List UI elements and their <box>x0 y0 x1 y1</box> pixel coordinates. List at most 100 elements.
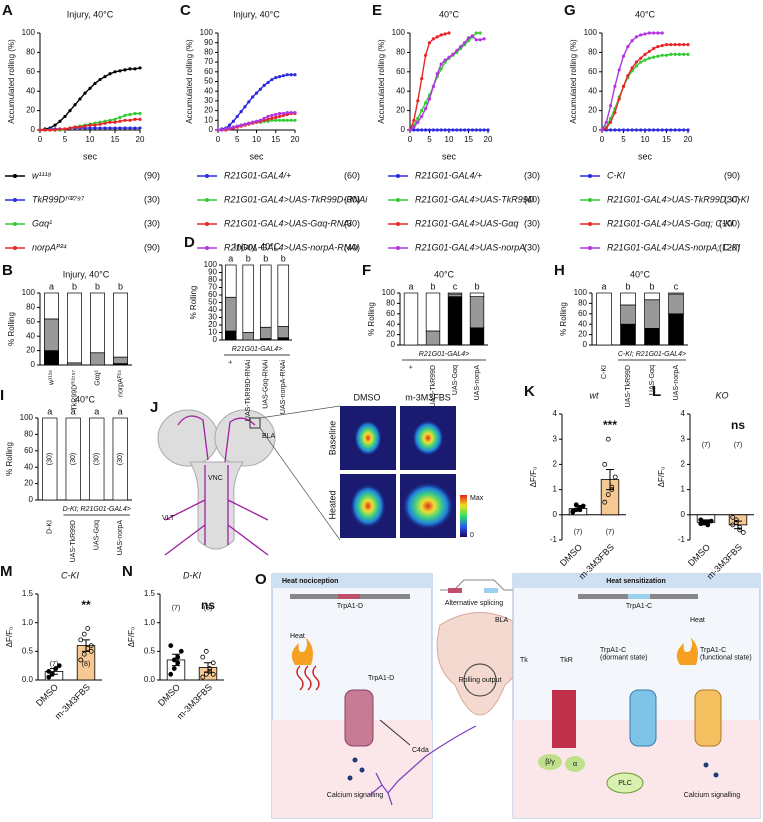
data-point <box>609 487 615 493</box>
data-point <box>643 52 647 56</box>
data-point <box>118 126 122 130</box>
legend-count: (90) <box>144 242 160 252</box>
y-tick-label: 70 <box>204 57 213 66</box>
panel-letter: I <box>0 387 4 404</box>
bar-segment <box>644 299 660 329</box>
chart-title: wt <box>590 390 599 400</box>
letter-label: b <box>263 253 268 263</box>
brain-lobe <box>157 409 219 467</box>
legend-label: R21G01-GAL4>UAS-Gαq-RNAi <box>224 218 352 228</box>
data-point <box>643 32 647 36</box>
data-point <box>266 117 270 121</box>
data-point <box>647 56 651 60</box>
data-point <box>278 75 282 79</box>
y-tick-label: 60 <box>578 309 587 318</box>
data-point <box>730 522 736 528</box>
y-tick-label: 1.0 <box>22 618 34 627</box>
data-point <box>210 671 216 677</box>
data-point <box>626 74 630 78</box>
data-point <box>247 121 251 125</box>
y-tick-label: 90 <box>208 268 217 277</box>
panel-j: J BLA VNC VLT DMSO m-3M3FBS Baseline Hea… <box>150 392 484 556</box>
brain-label: VLT <box>162 515 175 522</box>
receptor <box>552 690 576 748</box>
legend-marker <box>588 246 592 250</box>
chart-title: Injury, 40°C <box>63 269 110 279</box>
x-tick-label: 15 <box>662 135 671 144</box>
bar-segment <box>668 292 684 295</box>
x-tick-label: 10 <box>252 135 261 144</box>
panel-letter: A <box>2 2 13 19</box>
data-point <box>673 52 677 56</box>
tk-label: Tk <box>520 657 528 664</box>
data-point <box>251 120 255 124</box>
data-point <box>604 120 608 124</box>
data-point <box>133 117 137 121</box>
data-point <box>278 118 282 122</box>
plc <box>606 772 644 794</box>
data-point <box>652 46 656 51</box>
data-point <box>647 31 651 35</box>
data-point <box>274 112 278 117</box>
x-tick-label: norpAᴾ²⁴ <box>117 370 124 397</box>
data-point <box>634 60 639 64</box>
data-point <box>88 123 92 127</box>
y-tick-label: 1.0 <box>144 618 156 627</box>
ion <box>347 775 353 781</box>
data-point <box>412 128 416 132</box>
data-point <box>56 663 62 669</box>
bar-segment <box>259 264 272 328</box>
letter-label: b <box>95 281 100 291</box>
data-point <box>98 126 102 130</box>
data-point <box>466 128 471 132</box>
x-tick-label: 20 <box>684 135 693 144</box>
legend-label: norpAᴾ²⁴ <box>32 242 67 252</box>
data-point <box>78 125 82 129</box>
data-point <box>133 111 137 116</box>
data-point <box>289 110 293 115</box>
y-tick-label: 40 <box>396 86 405 95</box>
data-point <box>682 52 686 56</box>
data-point <box>289 73 293 77</box>
ion <box>703 762 709 768</box>
arrow <box>379 719 411 746</box>
n-label: (30) <box>94 453 101 465</box>
data-point <box>138 117 142 121</box>
n-label: (7) <box>734 442 743 449</box>
data-point <box>486 128 490 132</box>
y-tick-label: 0 <box>401 125 406 134</box>
chart-title: KO <box>715 390 728 400</box>
data-point <box>203 648 209 654</box>
scale-label: Max <box>470 495 484 502</box>
data-point <box>686 52 690 56</box>
data-point <box>93 123 97 127</box>
data-point <box>227 123 232 127</box>
panel-letter: J <box>150 399 158 416</box>
letter-label: a <box>408 281 413 291</box>
y-axis-label: Accumulated rolling (%) <box>7 39 16 124</box>
chart-title: Injury, 40°C <box>67 9 114 19</box>
dormant-label: TrpA1-C (dormant state) <box>600 647 647 662</box>
y-tick-label: 1 <box>553 485 558 494</box>
data-point <box>46 674 52 680</box>
y-axis-label: ΔF/F₀ <box>657 467 666 488</box>
bar-segment <box>425 330 441 346</box>
y-tick-label: -1 <box>678 535 686 544</box>
data-point <box>463 128 467 132</box>
data-point <box>673 43 677 47</box>
channel <box>694 689 722 747</box>
data-point <box>664 128 669 132</box>
bar-segment <box>469 292 485 297</box>
y-axis-label: % Rolling <box>189 286 198 320</box>
data-point <box>138 126 142 130</box>
data-point <box>609 128 613 132</box>
bar-segment <box>620 323 636 346</box>
calcium-label: Calcium signalling <box>327 792 384 799</box>
data-point <box>270 113 274 118</box>
legend-marker <box>588 174 592 178</box>
data-point <box>673 128 677 132</box>
data-point <box>435 72 439 76</box>
data-point <box>431 128 435 132</box>
x-tick-label: DMSO <box>34 682 60 708</box>
data-point <box>281 74 286 78</box>
